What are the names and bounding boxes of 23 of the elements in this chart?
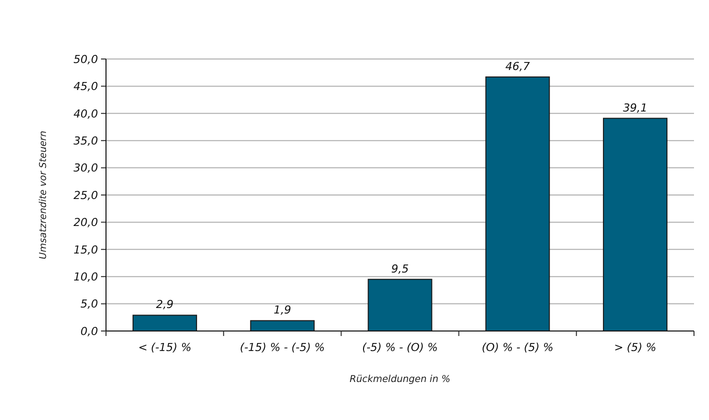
y-axis-title: Umsatzrendite vor Steuern bbox=[38, 130, 49, 260]
x-tick-label: < (-15) % bbox=[138, 341, 192, 354]
x-tick-label: (-15) % - (-5) % bbox=[240, 341, 325, 354]
y-tick-label: 35,0 bbox=[74, 134, 98, 148]
y-tick-label: 50,0 bbox=[74, 52, 98, 66]
y-tick-label: 5,0 bbox=[80, 298, 98, 311]
data-label: 9,5 bbox=[391, 262, 409, 276]
y-tick-label: 45,0 bbox=[74, 80, 98, 94]
data-label: 1,9 bbox=[274, 304, 292, 317]
y-tick-label: 10,0 bbox=[74, 270, 98, 284]
y-tick-label: 0,0 bbox=[80, 324, 98, 338]
y-tick-label: 15,0 bbox=[74, 243, 98, 256]
y-tick-label: 25,0 bbox=[74, 188, 98, 202]
data-label: 46,7 bbox=[505, 60, 530, 73]
data-label: 39,1 bbox=[622, 101, 648, 114]
x-tick-label: (O) % - (5) % bbox=[482, 341, 554, 354]
y-tick-label: 30,0 bbox=[74, 162, 98, 175]
y-tick-label: 20,0 bbox=[74, 216, 98, 230]
x-tick-label: > (5) % bbox=[614, 341, 656, 354]
y-tick-label: 40,0 bbox=[74, 107, 98, 120]
x-axis-title: Rückmeldungen in % bbox=[350, 374, 450, 385]
x-tick-label: (-5) % - (O) % bbox=[362, 341, 438, 354]
data-label: 2,9 bbox=[156, 298, 174, 312]
